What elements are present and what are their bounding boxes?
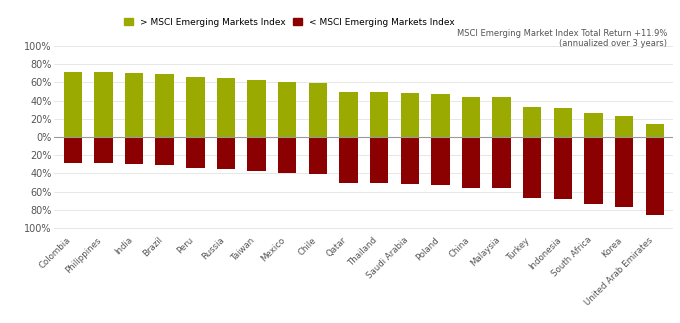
Bar <box>309 83 327 137</box>
Bar <box>339 91 358 137</box>
Bar <box>125 137 143 164</box>
Bar <box>309 137 327 174</box>
Bar <box>64 137 82 163</box>
Bar <box>554 137 572 199</box>
Bar <box>248 80 266 137</box>
Bar <box>64 72 82 137</box>
Legend: > MSCI Emerging Markets Index, < MSCI Emerging Markets Index: > MSCI Emerging Markets Index, < MSCI Em… <box>124 18 455 27</box>
Bar <box>492 97 511 137</box>
Bar <box>95 72 113 137</box>
Bar <box>186 137 205 168</box>
Bar <box>401 137 419 184</box>
Bar <box>645 137 664 215</box>
Text: MSCI Emerging Market Index Total Return +11.9%
(annualized over 3 years): MSCI Emerging Market Index Total Return … <box>457 29 667 48</box>
Bar <box>492 137 511 188</box>
Bar <box>125 73 143 137</box>
Bar <box>554 108 572 137</box>
Bar <box>278 137 296 173</box>
Bar <box>523 137 541 198</box>
Bar <box>615 137 633 207</box>
Bar <box>523 107 541 137</box>
Bar <box>431 137 449 185</box>
Bar <box>645 124 664 137</box>
Bar <box>156 74 174 137</box>
Bar <box>156 137 174 165</box>
Bar <box>370 137 388 183</box>
Bar <box>462 137 480 188</box>
Bar <box>615 116 633 137</box>
Bar <box>217 78 235 137</box>
Bar <box>186 77 205 137</box>
Bar <box>584 137 602 204</box>
Bar <box>370 92 388 137</box>
Bar <box>401 93 419 137</box>
Bar <box>248 137 266 171</box>
Bar <box>95 137 113 163</box>
Bar <box>339 137 358 182</box>
Bar <box>278 82 296 137</box>
Bar <box>217 137 235 169</box>
Bar <box>462 97 480 137</box>
Bar <box>431 94 449 137</box>
Bar <box>584 113 602 137</box>
